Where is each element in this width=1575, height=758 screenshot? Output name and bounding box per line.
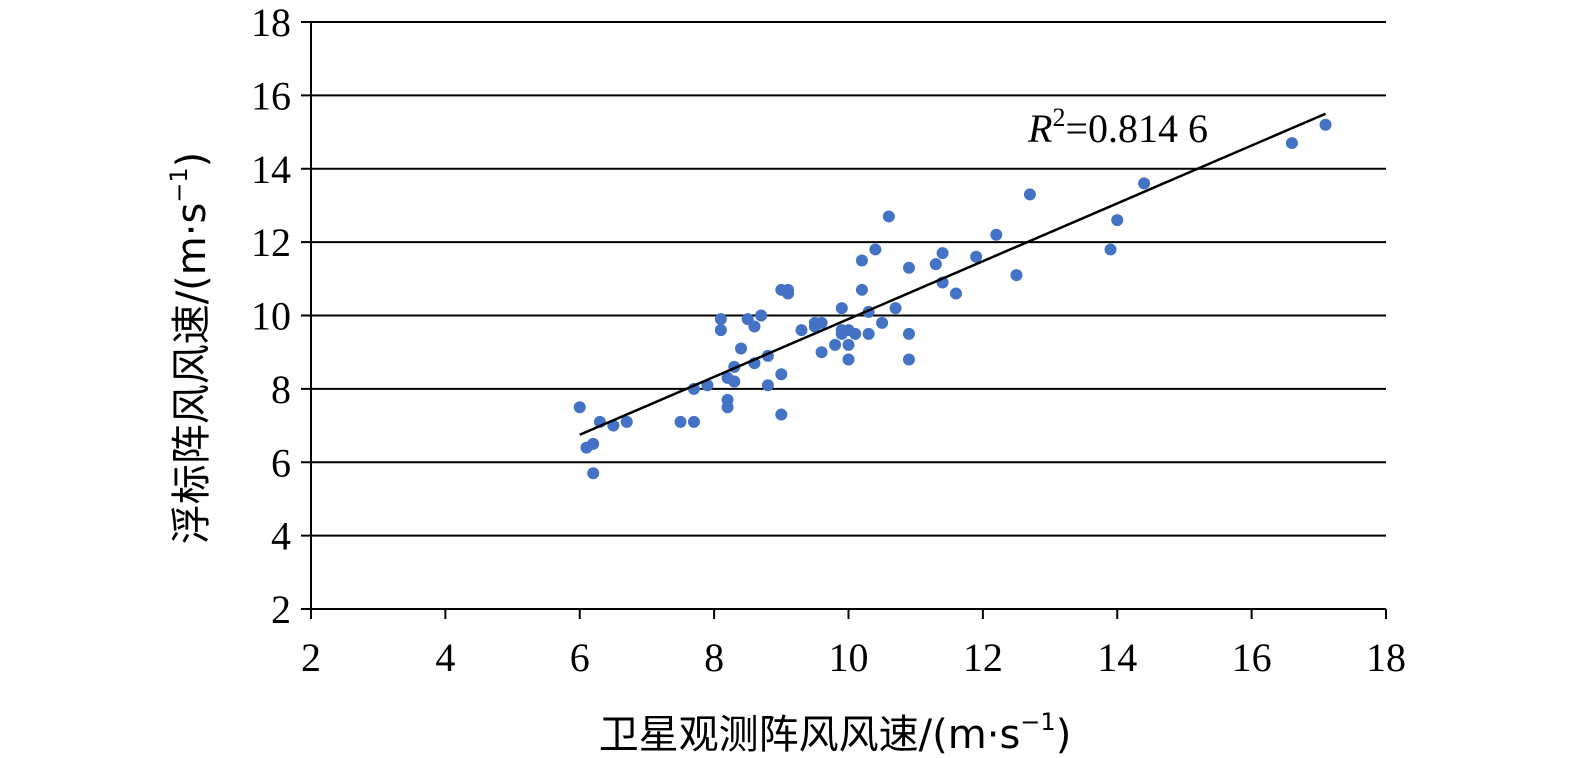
scatter-point [1023, 188, 1036, 201]
scatter-point [902, 327, 915, 340]
y-tick-label: 18 [251, 0, 291, 45]
y-tick-label: 14 [251, 147, 291, 192]
y-axis-title-exponent: −1 [165, 167, 193, 202]
scatter-point [1010, 269, 1023, 282]
r-squared-exponent: 2 [1052, 103, 1065, 132]
scatter-point [882, 210, 895, 223]
scatter-point [1319, 118, 1332, 131]
r-squared-variable: R [1027, 106, 1052, 151]
scatter-point [761, 379, 774, 392]
scatter-point [876, 316, 889, 329]
scatter-point [936, 247, 949, 260]
scatter-point [929, 258, 942, 271]
y-tick-label: 6 [271, 440, 291, 485]
scatter-point [573, 401, 586, 414]
scatter-point [855, 283, 868, 296]
scatter-point [587, 437, 600, 450]
trend-line [579, 112, 1327, 436]
gridlines [311, 21, 1386, 537]
y-axis-title-close: ) [169, 152, 215, 168]
scatter-point [721, 401, 734, 414]
scatter-point [587, 467, 600, 480]
y-tick-label: 8 [271, 367, 291, 412]
r-squared-value: =0.814 6 [1065, 106, 1208, 151]
y-axis-title-text: 浮标阵风风速/(m·s [169, 203, 215, 545]
x-axis-title: 卫星观测阵风风速/(m·s−1) [599, 708, 1072, 758]
y-tick-label: 12 [251, 220, 291, 265]
scatter-point [795, 324, 808, 337]
x-tick-label: 14 [1097, 635, 1137, 680]
scatter-point [782, 287, 795, 300]
scatter-point [1138, 177, 1151, 190]
y-tick-label: 2 [271, 587, 291, 632]
scatter-point [775, 408, 788, 421]
x-tick-label: 2 [301, 635, 321, 680]
scatter-point [902, 353, 915, 366]
x-tick-label: 10 [829, 635, 869, 680]
scatter-point [815, 346, 828, 359]
scatter-point [990, 228, 1003, 241]
y-axis-ticks: 2 4 6 8 10 12 14 16 18 [251, 0, 311, 632]
scatter-point [862, 327, 875, 340]
scatter-point [842, 338, 855, 351]
x-axis-title-text: 卫星观测阵风风速/(m·s [599, 712, 1021, 758]
scatter-point [775, 368, 788, 381]
y-tick-label: 16 [251, 73, 291, 118]
scatter-point [714, 324, 727, 337]
scatter-point [855, 254, 868, 267]
scatter-point [1104, 243, 1117, 256]
x-tick-label: 8 [704, 635, 724, 680]
x-tick-label: 6 [570, 635, 590, 680]
y-tick-label: 4 [271, 514, 291, 559]
x-axis-title-close: ) [1056, 712, 1072, 758]
scatter-point [674, 415, 687, 428]
scatter-point [815, 316, 828, 329]
scatter-point [829, 338, 842, 351]
y-axis-title: 浮标阵风风速/(m·s−1) [165, 152, 215, 545]
scatter-point [889, 302, 902, 315]
scatter-point [950, 287, 962, 300]
scatter-point [735, 342, 747, 355]
scatter-point [687, 415, 700, 428]
x-tick-label: 4 [435, 635, 455, 680]
scatter-point [849, 327, 862, 340]
scatter-point [842, 353, 855, 366]
scatter-point [748, 320, 761, 333]
scatter-point [755, 309, 768, 322]
scatter-point [620, 415, 633, 428]
x-tick-label: 16 [1232, 635, 1272, 680]
scatter-point [902, 261, 915, 274]
scatter-point [1111, 214, 1124, 227]
x-tick-label: 18 [1366, 635, 1406, 680]
x-axis-title-exponent: −1 [1020, 708, 1055, 736]
scatter-point [714, 313, 727, 326]
scatter-point [970, 250, 983, 263]
x-tick-label: 12 [963, 635, 1003, 680]
scatter-point [869, 243, 882, 256]
data-points [573, 118, 1332, 480]
scatter-point [1285, 137, 1298, 150]
scatter-point [835, 302, 848, 315]
x-axis-ticks: 2 4 6 8 10 12 14 16 18 [301, 609, 1406, 680]
y-tick-label: 10 [251, 294, 291, 339]
r-squared-annotation: R2=0.814 6 [1027, 103, 1208, 151]
scatter-point [728, 375, 741, 388]
